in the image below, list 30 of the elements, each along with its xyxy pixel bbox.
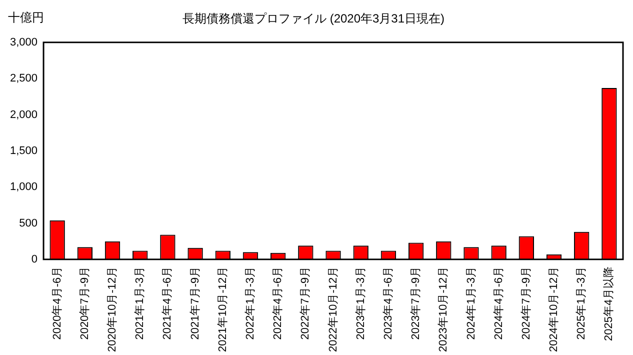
x-tick-label: 2025年4月以降 xyxy=(602,266,616,341)
x-tick-label: 2022年4月-6月 xyxy=(272,266,284,340)
x-tick-label: 2022年1月-3月 xyxy=(244,266,257,340)
x-tick-label: 2023年4月-6月 xyxy=(382,266,394,340)
x-tick-label: 2021年1月-3月 xyxy=(134,266,146,340)
x-tick-label: 2024年7月-9月 xyxy=(520,266,532,340)
x-tick-label: 2023年10月-12月 xyxy=(438,266,450,352)
y-tick-label: 1,000 xyxy=(10,181,38,194)
y-tick-label: 1,500 xyxy=(10,144,38,157)
y-tick-label: 500 xyxy=(19,217,38,230)
y-tick-label: 2,500 xyxy=(10,72,38,85)
x-tick-label: 2024年4月-6月 xyxy=(492,266,505,340)
y-tick-label: 0 xyxy=(31,253,38,266)
chart-title: 長期債務償還プロファイル (2020年3月31日現在) xyxy=(182,12,445,26)
x-tick-label: 2025年1月-3月 xyxy=(576,266,588,340)
x-tick-label: 2023年7月-9月 xyxy=(410,266,422,340)
x-tick-label: 2024年10月-12月 xyxy=(548,266,560,352)
x-tick-label: 2021年4月-6月 xyxy=(162,266,174,340)
x-tick-label: 2021年10月-12月 xyxy=(216,266,229,352)
x-tick-label: 2022年7月-9月 xyxy=(300,266,312,340)
x-tick-label: 2021年7月-9月 xyxy=(189,266,202,340)
x-tick-label: 2020年10月-12月 xyxy=(106,266,119,352)
y-axis-title: 十億円 xyxy=(8,10,44,24)
y-tick-label: 3,000 xyxy=(10,36,38,48)
x-tick-label: 2024年1月-3月 xyxy=(465,266,478,340)
x-tick-label: 2022年10月-12月 xyxy=(327,266,340,352)
x-tick-label: 2020年7月-9月 xyxy=(78,266,91,340)
x-tick-label: 2020年4月-6月 xyxy=(51,266,64,340)
y-tick-label: 2,000 xyxy=(10,108,38,121)
x-tick-label: 2023年1月-3月 xyxy=(354,266,367,340)
